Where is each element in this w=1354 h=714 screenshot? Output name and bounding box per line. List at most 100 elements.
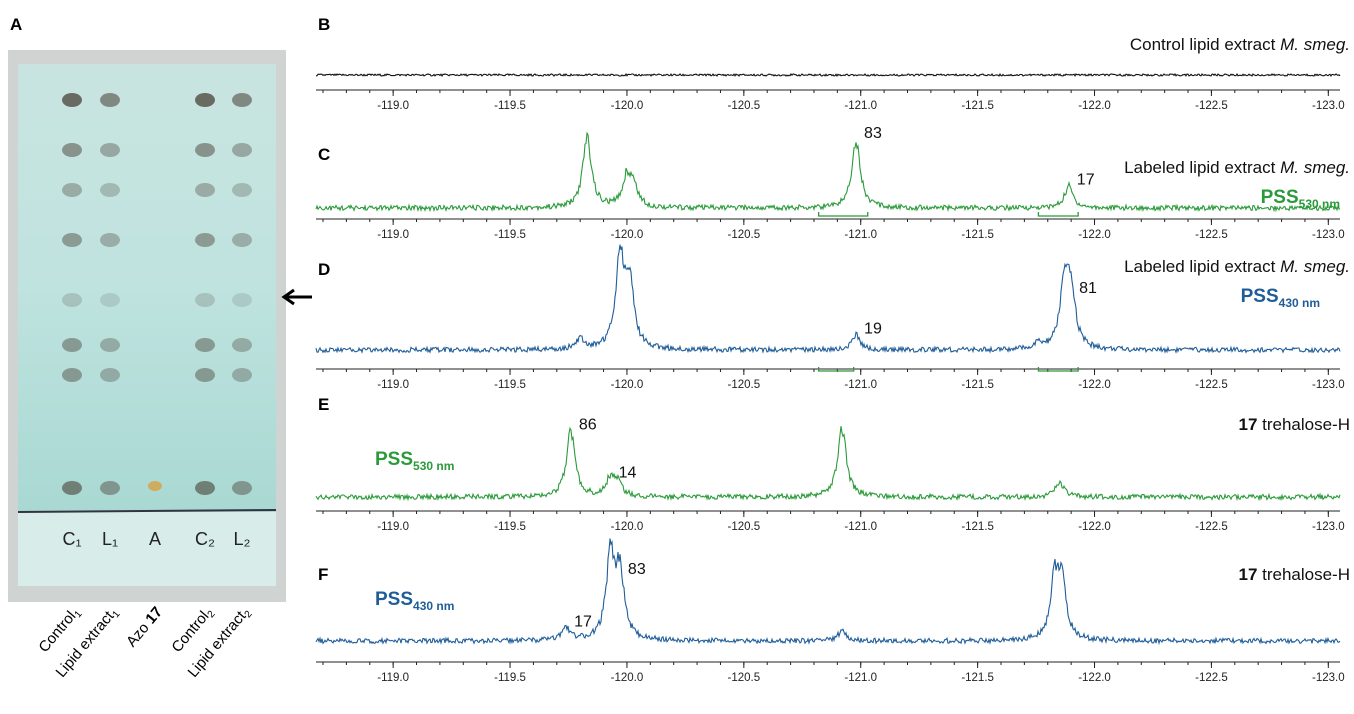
x-tick-label: -121.5 [961, 379, 994, 391]
panel-label: E [318, 395, 329, 414]
x-tick-label: -119.5 [494, 672, 526, 684]
integration-bracket [1037, 212, 1079, 217]
spot [195, 143, 215, 157]
x-tick-label: -122.5 [1195, 229, 1228, 241]
title-text: Labeled lipid extract [1124, 158, 1280, 177]
x-tick-label: -120.0 [611, 521, 644, 533]
x-tick-label: -122.5 [1195, 672, 1228, 684]
panel-label: F [318, 565, 328, 584]
spectrum [315, 72, 1341, 78]
panel-label: A [10, 15, 22, 34]
x-tick-label: -121.0 [844, 672, 877, 684]
title-text: trehalose-H [1262, 565, 1350, 584]
x-tick-label: -122.5 [1195, 521, 1228, 533]
panel-label: D [318, 260, 330, 279]
title-text: Labeled lipid extract [1124, 257, 1280, 276]
pss-sub: 430 nm [413, 599, 454, 613]
x-tick-label: -122.0 [1078, 672, 1111, 684]
integral-label: 86 [579, 417, 597, 434]
x-tick-label: -119.0 [377, 100, 409, 112]
tlc-plate [18, 64, 276, 512]
title-text: trehalose-H [1262, 415, 1350, 434]
spot [232, 233, 252, 247]
x-tick-label: -121.5 [961, 521, 994, 533]
pss-text: PSS [375, 449, 413, 470]
lane-sub: 1 [111, 608, 123, 620]
x-tick-label: -121.5 [961, 229, 994, 241]
integral-label: 14 [619, 464, 637, 481]
spot [62, 143, 82, 157]
x-tick-label: -121.0 [844, 229, 877, 241]
spectrum [315, 426, 1341, 502]
lane-mark: L₁ [102, 529, 118, 549]
spot [100, 143, 120, 157]
x-tick-label: -119.5 [494, 521, 526, 533]
x-tick-label: -121.0 [844, 100, 877, 112]
lane-mark: C₁ [62, 529, 81, 549]
x-tick-label: -123.0 [1312, 379, 1345, 391]
arrow [281, 288, 312, 306]
spot [62, 233, 82, 247]
spot [195, 338, 215, 352]
spot [195, 183, 215, 197]
x-tick-label: -120.0 [611, 100, 644, 112]
pss-text: PSS [375, 589, 413, 610]
panel-label: C [318, 145, 330, 164]
x-tick-label: -122.0 [1078, 100, 1111, 112]
lane-sub: 1 [73, 608, 85, 620]
x-tick-label: -120.5 [728, 379, 761, 391]
integration-bracket [1037, 367, 1079, 372]
spot [62, 481, 82, 495]
x-tick-label: -119.0 [377, 521, 409, 533]
pss-text: PSS [1241, 286, 1279, 307]
spot [100, 293, 120, 307]
x-tick-label: -119.0 [377, 379, 409, 391]
x-tick-label: -121.5 [961, 100, 994, 112]
integral-label: 17 [574, 614, 592, 631]
spot [100, 93, 120, 107]
spot [100, 481, 120, 495]
spot [100, 368, 120, 382]
spot [195, 233, 215, 247]
spectrum-title: Labeled lipid extract M. smeg. [1124, 158, 1350, 177]
spectrum [315, 244, 1341, 354]
spot [100, 183, 120, 197]
integral-label: 17 [1077, 171, 1095, 188]
lane-mark: C₂ [195, 529, 215, 549]
x-tick-label: -120.0 [611, 229, 644, 241]
spectrum-title: Labeled lipid extract M. smeg. [1124, 257, 1350, 276]
spot [62, 183, 82, 197]
x-tick-label: -122.0 [1078, 229, 1111, 241]
integral-label: 83 [864, 125, 882, 142]
pss-sub: 430 nm [1279, 296, 1320, 310]
x-tick-label: -120.5 [728, 521, 761, 533]
spectrum-title: 17 trehalose-H [1238, 415, 1350, 434]
spot [195, 93, 215, 107]
spot [232, 143, 252, 157]
x-tick-label: -119.5 [494, 229, 526, 241]
x-tick-label: -123.0 [1312, 229, 1345, 241]
spot [62, 93, 82, 107]
panel-label: B [318, 15, 330, 34]
x-tick-label: -120.5 [728, 672, 761, 684]
spot [62, 368, 82, 382]
spot [232, 293, 252, 307]
pss-label: PSS430 nm [1241, 286, 1320, 310]
spot [100, 338, 120, 352]
x-tick-label: -119.5 [494, 100, 526, 112]
spot [195, 368, 215, 382]
compound: 17 [1238, 565, 1262, 584]
x-tick-label: -121.0 [844, 379, 877, 391]
x-tick-label: -120.5 [728, 100, 761, 112]
spot [232, 93, 252, 107]
pss-text: PSS [1261, 187, 1299, 208]
lane-mark: A [149, 529, 161, 549]
x-tick-label: -120.5 [728, 229, 761, 241]
integral-label: 19 [864, 321, 882, 338]
spectrum-title: Control lipid extract M. smeg. [1130, 35, 1350, 54]
integral-label: 81 [1079, 280, 1097, 297]
pss-label: PSS430 nm [375, 589, 454, 613]
x-tick-label: -121.0 [844, 521, 877, 533]
